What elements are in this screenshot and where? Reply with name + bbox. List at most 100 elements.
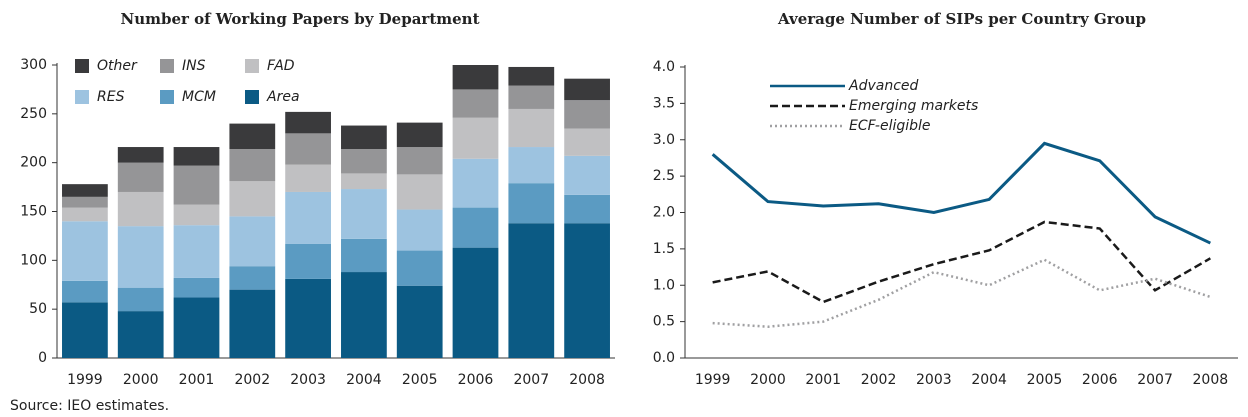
bar-segment bbox=[229, 181, 276, 217]
x-tick-label: 2002 bbox=[234, 372, 270, 388]
y-tick-label: 50 bbox=[29, 301, 47, 317]
x-tick-label: 1999 bbox=[695, 372, 731, 388]
legend-swatch bbox=[160, 90, 174, 104]
bar-segment bbox=[229, 123, 276, 149]
bar-segment bbox=[396, 250, 443, 286]
bar-segment bbox=[564, 155, 610, 195]
bar-segment bbox=[62, 302, 108, 358]
x-tick-label: 2007 bbox=[513, 372, 549, 388]
x-tick-label: 2005 bbox=[1027, 372, 1063, 388]
y-tick-label: 0 bbox=[38, 350, 47, 366]
bar-segment bbox=[173, 225, 220, 278]
x-tick-label: 2002 bbox=[861, 372, 897, 388]
bar-segment bbox=[508, 183, 555, 224]
x-tick-label: 2006 bbox=[1082, 372, 1118, 388]
x-tick-label: 2008 bbox=[1193, 372, 1229, 388]
bar-segment bbox=[117, 311, 164, 358]
bar-segment bbox=[173, 297, 220, 358]
bar-segment bbox=[62, 280, 108, 303]
bar-segment bbox=[62, 207, 108, 222]
bar-segment bbox=[117, 226, 164, 288]
y-tick-label: 250 bbox=[20, 106, 47, 122]
x-tick-label: 2005 bbox=[402, 372, 438, 388]
y-tick-label: 0.0 bbox=[653, 350, 675, 366]
x-tick-label: 2004 bbox=[971, 372, 1007, 388]
y-tick-label: 4.0 bbox=[653, 59, 675, 75]
x-tick-label: 2004 bbox=[346, 372, 382, 388]
source-note: Source: IEO estimates. bbox=[10, 398, 169, 414]
bar-segment bbox=[452, 207, 499, 248]
chart-title: Number of Working Papers by Department bbox=[120, 10, 479, 28]
line-series bbox=[712, 220, 1211, 304]
bar-segment bbox=[508, 223, 555, 358]
bar-segment bbox=[173, 147, 220, 166]
x-tick-label: 2007 bbox=[1137, 372, 1173, 388]
bar-segment bbox=[341, 173, 387, 190]
bar-segment bbox=[341, 125, 387, 149]
legend-label: INS bbox=[182, 58, 206, 74]
bar-segment bbox=[564, 128, 610, 156]
y-tick-label: 150 bbox=[20, 204, 47, 220]
bar-segment bbox=[62, 184, 108, 197]
x-tick-label: 2006 bbox=[458, 372, 494, 388]
bar-segment bbox=[341, 272, 387, 358]
bar-segment bbox=[452, 158, 499, 208]
bar-segment bbox=[508, 108, 555, 148]
y-tick-label: 3.5 bbox=[653, 95, 675, 111]
y-tick-label: 2.5 bbox=[653, 168, 675, 184]
legend-swatch bbox=[245, 90, 259, 104]
bar-segment bbox=[117, 287, 164, 312]
bar-segment bbox=[508, 85, 555, 109]
legend-label: MCM bbox=[182, 89, 216, 105]
bar-segment bbox=[117, 162, 164, 192]
bar-segment bbox=[452, 247, 499, 358]
bar-segment bbox=[285, 243, 331, 279]
chart-title: Average Number of SIPs per Country Group bbox=[777, 10, 1146, 28]
bar-segment bbox=[117, 147, 164, 163]
y-tick-label: 0.5 bbox=[653, 314, 675, 330]
legend-label: FAD bbox=[267, 58, 295, 74]
y-tick-label: 1.0 bbox=[653, 277, 675, 293]
bar-segment bbox=[396, 147, 443, 175]
x-tick-label: 2000 bbox=[750, 372, 786, 388]
x-tick-label: 2003 bbox=[916, 372, 952, 388]
bar-segment bbox=[341, 148, 387, 174]
bar-segment bbox=[508, 147, 555, 184]
bar-segment bbox=[396, 209, 443, 251]
bar-segment bbox=[173, 204, 220, 226]
legend-swatch bbox=[75, 59, 89, 73]
bar-segment bbox=[229, 266, 276, 290]
legend-label: Other bbox=[97, 58, 138, 74]
bar-segment bbox=[341, 189, 387, 239]
legend-label: Advanced bbox=[848, 78, 919, 94]
x-tick-label: 2003 bbox=[290, 372, 326, 388]
legend-label: Emerging markets bbox=[849, 98, 978, 114]
line-series bbox=[712, 258, 1211, 328]
line-series bbox=[711, 141, 1211, 245]
x-tick-label: 1999 bbox=[67, 372, 103, 388]
legend-swatch bbox=[160, 59, 174, 73]
y-tick-label: 300 bbox=[20, 57, 47, 73]
bar-segment bbox=[396, 285, 443, 358]
bar-segment bbox=[341, 238, 387, 273]
bar-segment bbox=[564, 100, 610, 129]
bar-segment bbox=[452, 117, 499, 159]
bar-segment bbox=[62, 221, 108, 281]
legend-label: RES bbox=[97, 89, 125, 105]
bar-segment bbox=[452, 65, 499, 90]
bar-segment bbox=[229, 289, 276, 358]
x-tick-label: 2001 bbox=[179, 372, 215, 388]
bar-segment bbox=[285, 164, 331, 192]
bar-segment bbox=[285, 191, 331, 244]
bar-segment bbox=[285, 133, 331, 165]
bar-segment bbox=[396, 174, 443, 210]
bar-segment bbox=[117, 191, 164, 227]
legend-label: ECF-eligible bbox=[849, 118, 931, 134]
bar-segment bbox=[285, 111, 331, 134]
bar-segment bbox=[62, 196, 108, 208]
bar-segment bbox=[564, 78, 610, 101]
y-tick-label: 1.5 bbox=[653, 241, 675, 257]
bar-segment bbox=[173, 277, 220, 298]
x-tick-label: 2001 bbox=[805, 372, 841, 388]
y-tick-label: 2.0 bbox=[653, 205, 675, 221]
